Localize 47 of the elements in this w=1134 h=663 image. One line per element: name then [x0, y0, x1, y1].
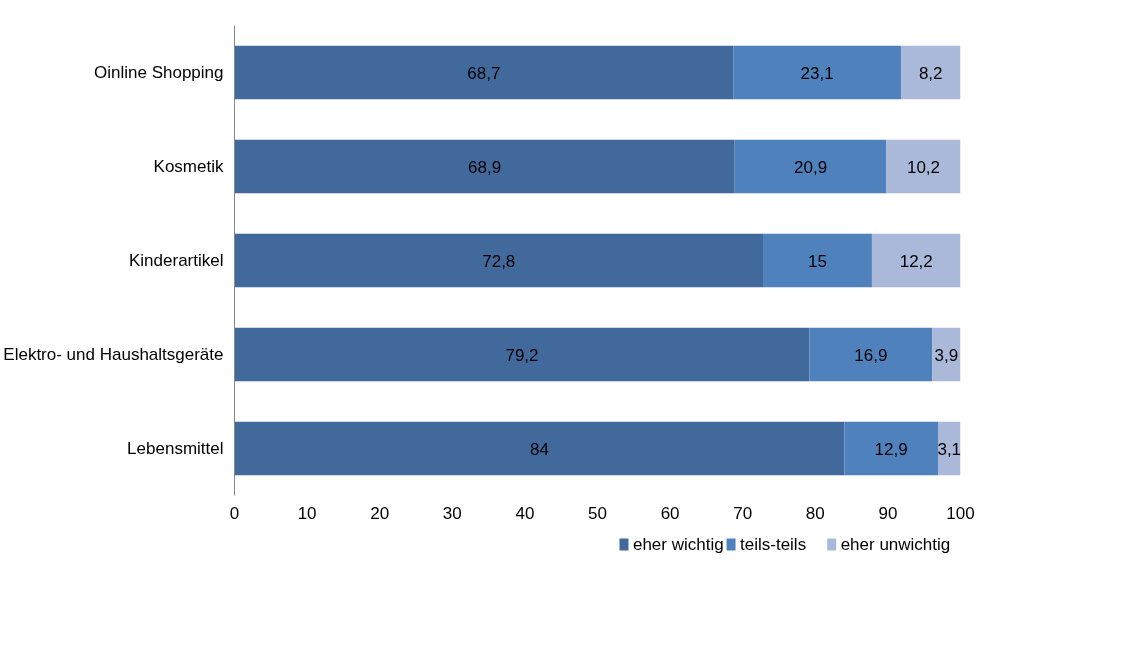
bar	[234, 139, 735, 194]
y-tick-label: Elektro- und Haushaltsgeräte	[3, 345, 224, 364]
data-label: 68,9	[468, 157, 502, 177]
x-tick-label: 100	[946, 503, 975, 523]
y-tick-label: Oinline Shopping	[94, 63, 224, 82]
x-tick-label: 90	[878, 503, 898, 523]
data-label: 12,9	[874, 439, 908, 459]
data-label: 79,2	[505, 345, 539, 365]
data-label: 16,9	[854, 345, 888, 365]
bar	[809, 327, 933, 382]
data-label: 72,8	[482, 251, 516, 271]
x-tick-label: 0	[229, 503, 240, 523]
x-tick-label: 70	[733, 503, 753, 523]
bar	[871, 233, 961, 288]
data-label: 20,9	[794, 157, 828, 177]
bar	[900, 45, 961, 100]
data-label: 23,1	[800, 63, 834, 83]
data-label: 84	[529, 439, 549, 459]
bar	[234, 421, 845, 476]
bar	[234, 327, 810, 382]
legend-label: eher unwichtig	[840, 535, 951, 554]
data-label: 68,7	[467, 63, 501, 83]
x-tick-label: 80	[805, 503, 825, 523]
bar	[844, 421, 938, 476]
bar	[234, 233, 764, 288]
x-tick-label: 30	[442, 503, 462, 523]
x-tick-label: 60	[660, 503, 680, 523]
data-label: 3,9	[934, 345, 959, 365]
y-tick-label: Lebensmittel	[127, 439, 224, 458]
bar	[734, 139, 887, 194]
x-tick-label: 10	[297, 503, 317, 523]
legend-label: eher wichtig	[632, 535, 724, 554]
bar	[886, 139, 961, 194]
data-label: 8,2	[918, 63, 943, 83]
data-label: 15	[808, 251, 827, 271]
x-tick-label: 40	[515, 503, 535, 523]
y-tick-label: Kosmetik	[153, 157, 224, 176]
bar	[733, 45, 901, 100]
data-label: 3,1	[937, 439, 962, 459]
x-tick-label: 20	[370, 503, 390, 523]
bar	[763, 233, 872, 288]
data-label: 10,2	[906, 157, 941, 177]
y-tick-label: Kinderartikel	[129, 251, 224, 270]
x-tick-label: 50	[588, 503, 607, 523]
data-label: 12,2	[899, 251, 933, 271]
bar	[234, 45, 734, 100]
legend-label: teils-teils	[740, 535, 807, 554]
